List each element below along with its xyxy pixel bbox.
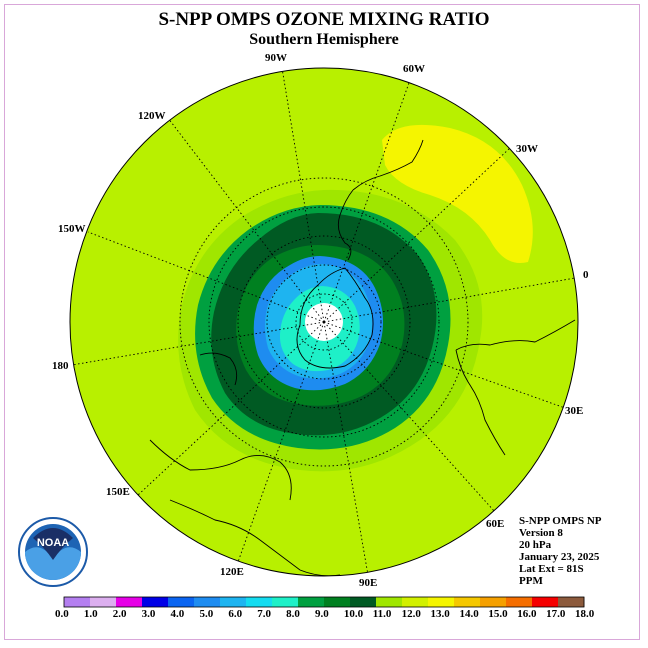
- colorbar: [63, 596, 585, 608]
- colorbar-tick-label: 7.0: [257, 608, 271, 620]
- latitude-circles: [179, 177, 469, 467]
- colorbar-swatch: [142, 597, 169, 607]
- colorbar-swatch: [376, 597, 403, 607]
- colorbar-tick-label: 1.0: [83, 608, 98, 620]
- lon-label-30w: 30W: [516, 143, 538, 155]
- coastlines: [149, 139, 576, 576]
- colorbar-swatch: [246, 597, 273, 607]
- info-date: January 23, 2025: [519, 551, 600, 563]
- colorbar-tick-label: 10.0: [343, 608, 364, 620]
- map-subtitle: Southern Hemisphere: [249, 31, 399, 48]
- lon-label-30e: 30E: [565, 405, 584, 417]
- colorbar-tick-label: 5.0: [199, 608, 214, 620]
- info-version: Version 8: [519, 527, 563, 539]
- colorbar-tick-label: 8.0: [286, 608, 300, 620]
- lon-label-90w: 90W: [265, 52, 287, 64]
- colorbar-swatch: [324, 597, 351, 607]
- colorbar-swatch: [64, 597, 91, 607]
- lon-label-120w: 120W: [138, 110, 166, 122]
- meridians: [71, 68, 576, 576]
- colorbar-swatch: [350, 597, 377, 607]
- colorbar-swatch: [90, 597, 117, 607]
- colorbar-tick-label: 16.0: [517, 608, 537, 620]
- colorbar-swatch: [402, 597, 429, 607]
- colorbar-tick-label: 11.0: [372, 608, 392, 620]
- colorbar-tick-label: 18.0: [575, 608, 595, 620]
- colorbar-swatch: [532, 597, 559, 607]
- colorbar-tick-label: 9.0: [315, 608, 329, 620]
- plot-frame: [4, 4, 640, 640]
- colorbar-swatch: [220, 597, 247, 607]
- map-border: [69, 67, 579, 577]
- lon-label-60e: 60E: [486, 518, 505, 530]
- colorbar-border: [63, 596, 585, 608]
- colorbar-swatch: [428, 597, 455, 607]
- colorbar-tick-label: 12.0: [401, 608, 421, 620]
- colorbar-swatch: [168, 597, 195, 607]
- info-instrument: S-NPP OMPS NP: [519, 515, 602, 527]
- colorbar-swatch: [480, 597, 507, 607]
- lon-label-60w: 60W: [403, 63, 425, 75]
- colorbar-swatch: [194, 597, 221, 607]
- info-level: 20 hPa: [519, 539, 552, 551]
- colorbar-swatch: [558, 597, 585, 607]
- map-title: S-NPP OMPS OZONE MIXING RATIO: [158, 9, 490, 30]
- noaa-logo-text: NOAA: [37, 537, 69, 549]
- colorbar-tick-label: 0.0: [55, 608, 69, 620]
- lon-label-90e: 90E: [359, 577, 378, 589]
- colorbar-swatch: [298, 597, 325, 607]
- colorbar-tick-label: 4.0: [170, 608, 185, 620]
- lon-label-120e: 120E: [220, 566, 244, 578]
- info-units: PPM: [519, 575, 543, 587]
- info-lat-ext: Lat Ext = 81S: [519, 563, 584, 575]
- yellow-region: [382, 124, 533, 264]
- lon-label-0: 0: [583, 269, 589, 281]
- colorbar-tick-label: 6.0: [228, 608, 243, 620]
- colorbar-tick-label: 17.0: [546, 608, 566, 620]
- colorbar-tick-label: 2.0: [112, 608, 127, 620]
- lon-label-150e: 150E: [106, 486, 130, 498]
- colorbar-swatch: [506, 597, 533, 607]
- colorbar-tick-label: 3.0: [141, 608, 156, 620]
- colorbar-tick-label: 15.0: [488, 608, 508, 620]
- colorbar-swatch: [454, 597, 481, 607]
- noaa-logo: NOAA: [18, 517, 88, 587]
- lon-label-150w: 150W: [58, 223, 86, 235]
- lon-label-180: 180: [52, 360, 69, 372]
- colorbar-tick-label: 13.0: [430, 608, 450, 620]
- colorbar-tick-label: 14.0: [459, 608, 479, 620]
- colorbar-swatch: [116, 597, 143, 607]
- colorbar-swatch: [272, 597, 299, 607]
